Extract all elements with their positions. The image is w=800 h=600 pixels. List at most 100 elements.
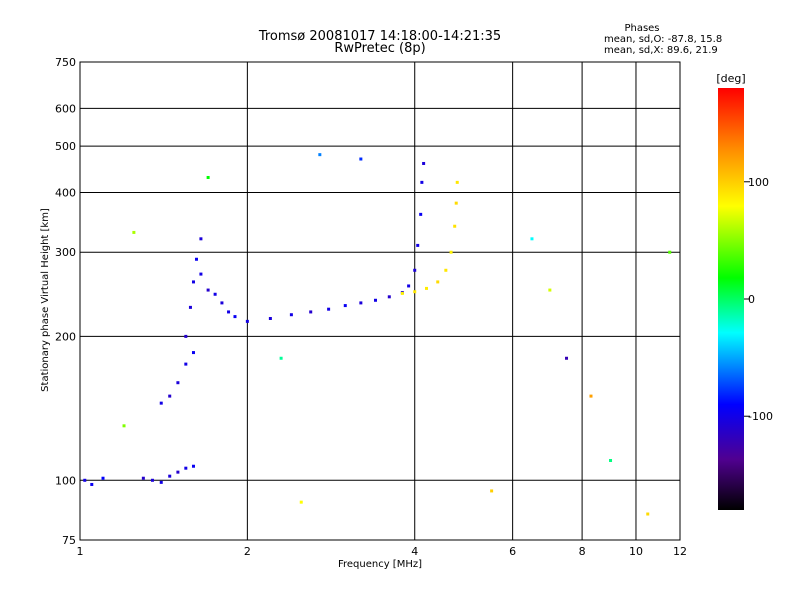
y-tick-label: 300 xyxy=(55,246,76,259)
y-tick-label: 100 xyxy=(55,474,76,487)
data-point xyxy=(132,230,136,234)
data-point xyxy=(83,478,87,482)
data-point xyxy=(122,424,126,428)
data-point xyxy=(609,458,613,462)
plot-frame xyxy=(79,61,681,541)
data-point xyxy=(289,313,293,317)
data-point xyxy=(90,482,94,486)
data-point xyxy=(444,268,448,272)
x-tick-label: 4 xyxy=(411,545,418,558)
data-point xyxy=(387,295,391,299)
data-point xyxy=(191,464,195,468)
chart-title: Tromsø 20081017 14:18:00-14:21:35 xyxy=(258,29,501,44)
x-tick-label: 8 xyxy=(579,545,586,558)
y-tick-label: 75 xyxy=(62,534,76,547)
data-point xyxy=(233,315,237,319)
data-point xyxy=(206,175,210,179)
data-point xyxy=(279,356,283,360)
plot-area xyxy=(79,61,681,541)
data-point xyxy=(268,316,272,320)
data-point xyxy=(530,237,534,241)
data-point xyxy=(565,356,569,360)
data-point xyxy=(400,291,404,295)
data-point xyxy=(176,381,180,385)
data-point xyxy=(191,280,195,284)
data-point xyxy=(141,476,145,480)
data-point xyxy=(194,257,198,261)
colorbar-tick-label: 100 xyxy=(748,176,769,189)
data-point xyxy=(359,301,363,305)
data-point xyxy=(420,180,424,184)
y-tick-label: 500 xyxy=(55,140,76,153)
data-point xyxy=(589,394,593,398)
data-point xyxy=(425,286,429,290)
data-point xyxy=(668,250,672,254)
data-point xyxy=(449,250,453,254)
data-point xyxy=(455,180,459,184)
data-point xyxy=(359,157,363,161)
data-point xyxy=(245,319,249,323)
data-point xyxy=(413,268,417,272)
phase-x-stats: mean, sd,X: 89.6, 21.9 xyxy=(604,45,718,56)
x-tick-label: 6 xyxy=(509,545,516,558)
y-axis-ticks: 75 100 200 300 400 500 600 750 xyxy=(55,56,76,547)
data-point xyxy=(646,512,650,516)
data-point xyxy=(422,161,426,165)
data-point xyxy=(373,298,377,302)
data-point xyxy=(159,480,163,484)
data-point xyxy=(191,351,195,355)
data-point xyxy=(343,304,347,308)
grid xyxy=(80,62,680,540)
data-point xyxy=(199,237,203,241)
data-point xyxy=(168,474,172,478)
data-point xyxy=(150,478,154,482)
colorbar xyxy=(718,88,744,510)
y-tick-label: 200 xyxy=(55,330,76,343)
data-point xyxy=(453,224,457,228)
data-point xyxy=(436,280,440,284)
data-point xyxy=(490,489,494,493)
data-point xyxy=(199,272,203,276)
data-point xyxy=(454,201,458,205)
data-point xyxy=(327,307,331,311)
x-tick-label: 1 xyxy=(77,545,84,558)
data-point xyxy=(159,401,163,405)
data-point xyxy=(416,243,420,247)
y-tick-label: 600 xyxy=(55,102,76,115)
x-axis-label: Frequency [MHz] xyxy=(338,559,422,570)
data-point xyxy=(184,334,188,338)
y-tick-label: 400 xyxy=(55,186,76,199)
x-tick-label: 10 xyxy=(629,545,643,558)
chart-subtitle: RwPretec (8p) xyxy=(334,41,425,56)
y-axis-label: Stationary phase Virtual Height [km] xyxy=(40,208,51,392)
data-point xyxy=(188,305,192,309)
data-point xyxy=(213,292,217,296)
phase-heading: Phases xyxy=(624,23,659,34)
data-point xyxy=(176,470,180,474)
data-point xyxy=(184,362,188,366)
colorbar-tick-label: 0 xyxy=(748,293,755,306)
data-point xyxy=(407,284,411,288)
data-point xyxy=(168,394,172,398)
data-point xyxy=(419,212,423,216)
data-point xyxy=(206,288,210,292)
y-tick-label: 750 xyxy=(55,56,76,69)
colorbar-unit-label: [deg] xyxy=(716,72,745,85)
data-point xyxy=(548,288,552,292)
colorbar-tick-label: -100 xyxy=(748,410,773,423)
data-point xyxy=(318,153,322,157)
data-point xyxy=(220,301,224,305)
data-point xyxy=(184,466,188,470)
data-point xyxy=(227,310,231,314)
data-point xyxy=(101,476,105,480)
data-point xyxy=(413,290,417,294)
data-point xyxy=(299,500,303,504)
x-tick-label: 12 xyxy=(673,545,687,558)
phase-o-stats: mean, sd,O: -87.8, 15.8 xyxy=(604,34,722,45)
data-point xyxy=(309,310,313,314)
data-points xyxy=(83,153,672,516)
colorbar-ticks: 100 0 -100 xyxy=(744,176,773,423)
x-axis-ticks: 1 2 4 6 8 10 12 xyxy=(77,545,688,558)
x-tick-label: 2 xyxy=(244,545,251,558)
